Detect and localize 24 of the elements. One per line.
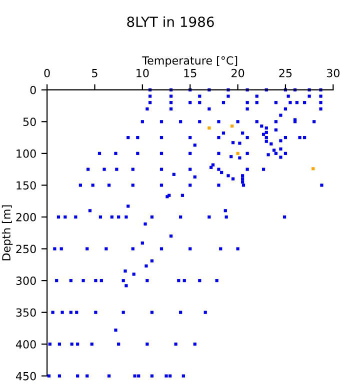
point <box>230 124 234 128</box>
point <box>236 152 240 155</box>
y-tick-label: 350 <box>16 308 36 317</box>
x-tick-label: 30 <box>326 68 340 78</box>
y-tick-label: 100 <box>16 149 36 158</box>
x-tick-label: 15 <box>184 69 196 78</box>
y-tick-label: 150 <box>16 181 36 190</box>
chart-title: 8LYT in 1986 <box>127 16 214 28</box>
y-axis-title: Depth [m] <box>2 205 13 260</box>
y-tick-label: 200 <box>16 212 36 222</box>
x-tick-label: 0 <box>44 68 50 78</box>
x-tick-label: 20 <box>232 68 244 78</box>
x-tick-label: 10 <box>136 68 149 78</box>
y-tick-label: 0 <box>30 86 36 94</box>
x-tick-label: 25 <box>279 68 292 78</box>
y-tick-label: 50 <box>23 118 36 126</box>
x-axis-title: Temperature [°C] <box>142 56 238 67</box>
point <box>312 167 315 170</box>
y-tick-label: 250 <box>16 244 36 254</box>
x-tick-label: 5 <box>92 69 98 78</box>
y-tick-label: 400 <box>16 340 36 349</box>
y-tick-label: 300 <box>16 276 36 285</box>
y-tick-label: 450 <box>16 372 36 380</box>
point <box>208 126 211 130</box>
